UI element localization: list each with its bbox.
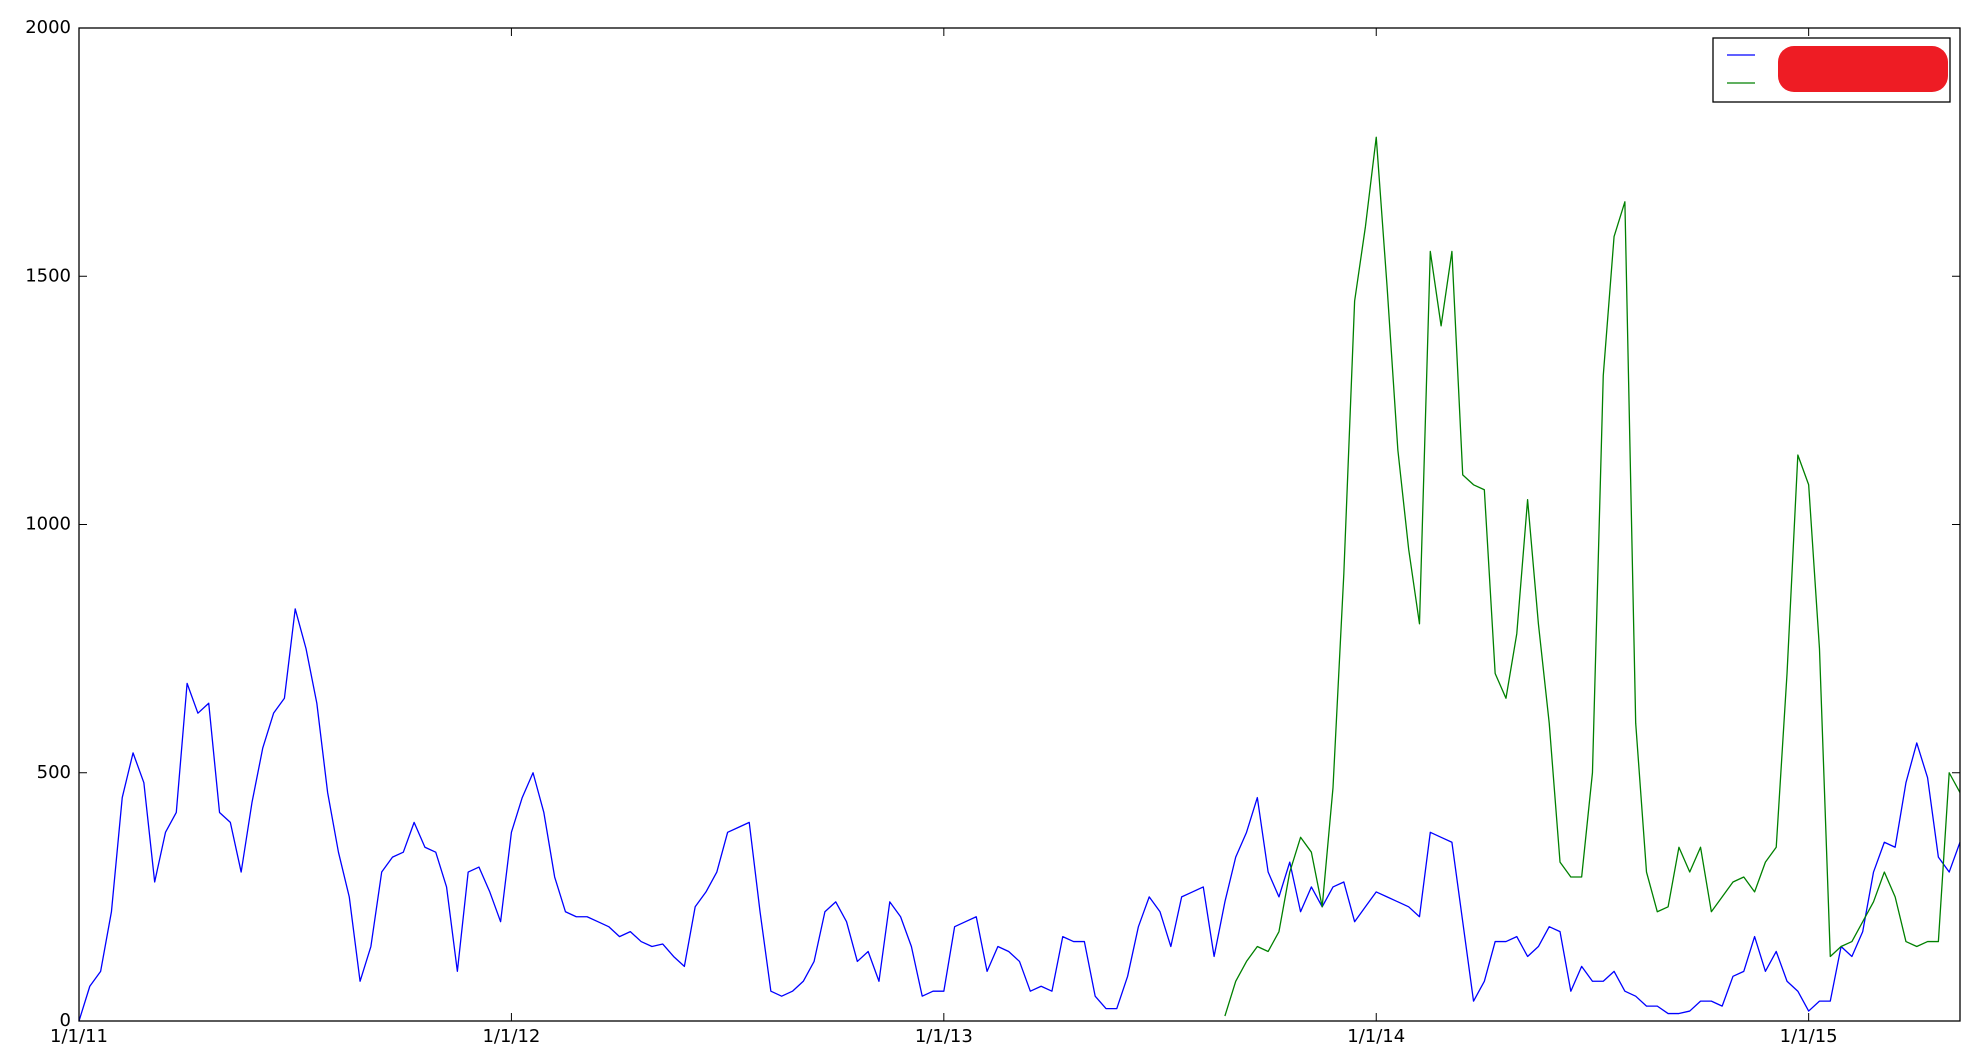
y-tick-label: 0 — [60, 1010, 71, 1031]
y-tick-label: 2000 — [25, 17, 71, 38]
y-tick-label: 500 — [37, 762, 71, 783]
x-tick-label: 1/1/15 — [1780, 1026, 1838, 1046]
x-tick-label: 1/1/11 — [50, 1026, 108, 1046]
y-tick-label: 1500 — [25, 265, 71, 286]
plot-area — [79, 28, 1960, 1021]
x-tick-label: 1/1/14 — [1347, 1026, 1405, 1046]
plot-frame — [78, 27, 1961, 1022]
y-tick-label: 1000 — [25, 514, 71, 535]
x-tick-label: 1/1/13 — [915, 1026, 973, 1046]
legend — [1712, 37, 1951, 103]
x-tick-label: 1/1/12 — [482, 1026, 540, 1046]
series-line — [78, 608, 1961, 1022]
series-line — [1224, 136, 1961, 1017]
redaction — [1778, 46, 1948, 92]
